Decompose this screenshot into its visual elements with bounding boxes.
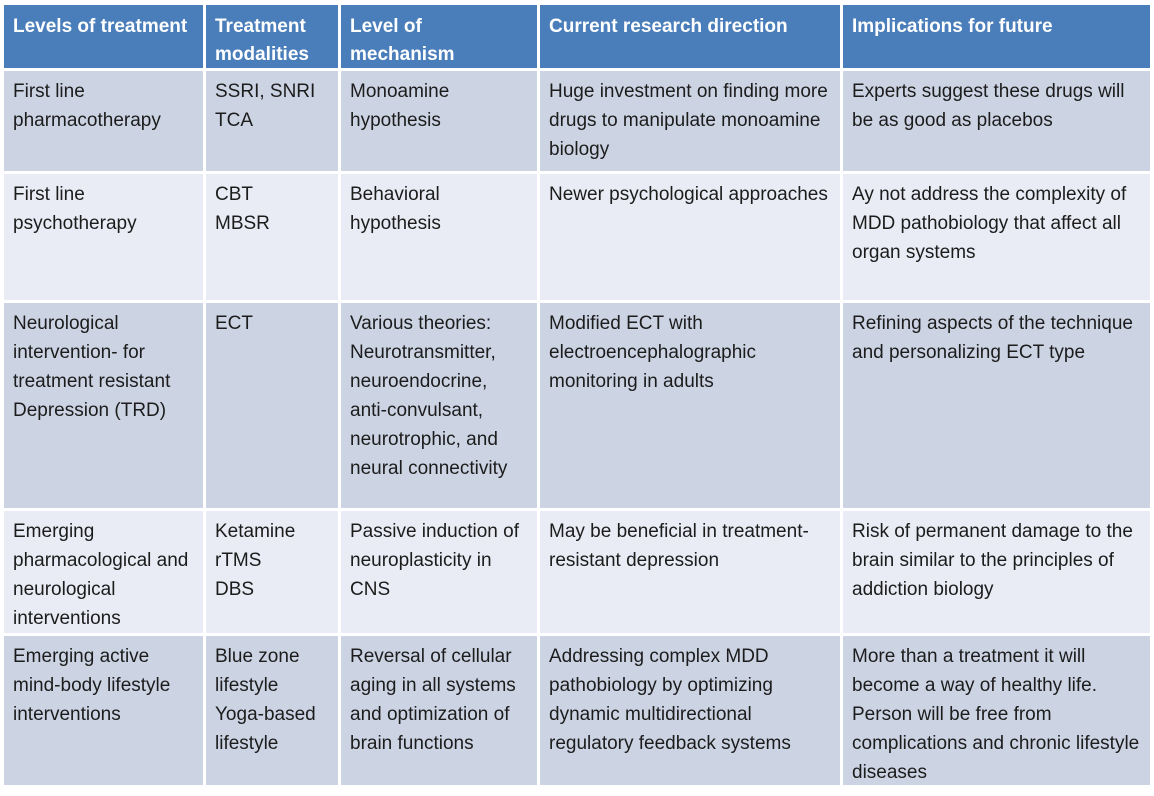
table-cell: Emerging pharmacological and neurologica… [4, 511, 203, 633]
table-cell: Ay not address the complexity of MDD pat… [843, 174, 1150, 300]
table-cell: Modified ECT with electroencephalographi… [540, 303, 840, 508]
header-cell-levels-of-treatment: Levels of treatment [4, 5, 203, 68]
table-cell: May be beneficial in treatment-resistant… [540, 511, 840, 633]
table-cell: Refining aspects of the technique and pe… [843, 303, 1150, 508]
table-cell: Monoamine hypothesis [341, 71, 537, 171]
table-cell: Ketamine rTMS DBS [206, 511, 338, 633]
treatment-levels-table: Levels of treatment Treatment modalities… [4, 5, 1150, 785]
header-cell-current-research: Current research direction [540, 5, 840, 68]
table-cell: First line pharmacotherapy [4, 71, 203, 171]
table-cell: First line psychotherapy [4, 174, 203, 300]
table-cell: Emerging active mind-body lifestyle inte… [4, 636, 203, 785]
header-cell-implications-future: Implications for future [843, 5, 1150, 68]
table-cell: CBT MBSR [206, 174, 338, 300]
table-cell: Experts suggest these drugs will be as g… [843, 71, 1150, 171]
header-cell-treatment-modalities: Treatment modalities [206, 5, 338, 68]
table-cell: Risk of permanent damage to the brain si… [843, 511, 1150, 633]
table-cell: More than a treatment it will become a w… [843, 636, 1150, 785]
table-cell: Various theories: Neurotransmitter, neur… [341, 303, 537, 508]
table-cell: Behavioral hypothesis [341, 174, 537, 300]
table-cell: Huge investment on finding more drugs to… [540, 71, 840, 171]
table-cell: ECT [206, 303, 338, 508]
table-cell: Neurological intervention- for treatment… [4, 303, 203, 508]
table-cell: Reversal of cellular aging in all system… [341, 636, 537, 785]
header-cell-level-of-mechanism: Level of mechanism [341, 5, 537, 68]
table-cell: Addressing complex MDD pathobiology by o… [540, 636, 840, 785]
table-cell: SSRI, SNRI TCA [206, 71, 338, 171]
table-cell: Passive induction of neuroplasticity in … [341, 511, 537, 633]
table-cell: Newer psychological approaches [540, 174, 840, 300]
table-cell: Blue zone lifestyle Yoga-based lifestyle [206, 636, 338, 785]
